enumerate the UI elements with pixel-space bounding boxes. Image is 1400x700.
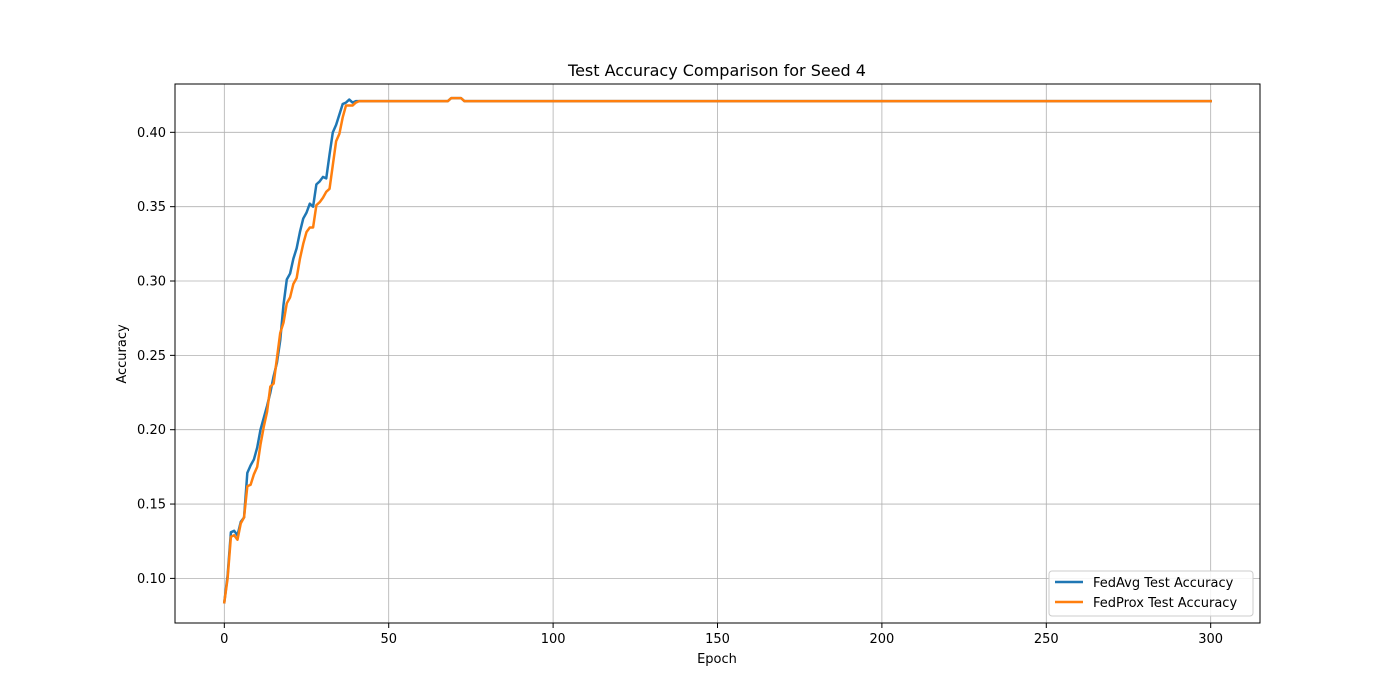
y-tick-label: 0.25 bbox=[137, 349, 166, 364]
series-fedavg-line bbox=[222, 96, 1212, 604]
x-axis: 0 50 100 150 200 250 300 bbox=[220, 623, 1223, 647]
y-axis-label: Accuracy bbox=[115, 324, 130, 384]
x-tick-label: 100 bbox=[541, 632, 566, 647]
y-tick-label: 0.20 bbox=[137, 423, 166, 438]
plot-area bbox=[174, 83, 1261, 624]
x-tick-label: 150 bbox=[705, 632, 730, 647]
x-axis-label: Epoch bbox=[697, 652, 737, 667]
x-tick-label: 50 bbox=[380, 632, 397, 647]
legend-label-fedavg: FedAvg Test Accuracy bbox=[1093, 576, 1234, 591]
x-tick-label: 0 bbox=[220, 632, 228, 647]
y-tick-label: 0.40 bbox=[137, 126, 166, 141]
x-tick-label: 250 bbox=[1034, 632, 1059, 647]
y-tick-label: 0.30 bbox=[137, 275, 166, 290]
y-tick-label: 0.35 bbox=[137, 200, 166, 215]
y-tick-label: 0.10 bbox=[137, 572, 166, 587]
y-axis: 0.10 0.15 0.20 0.25 0.30 0.35 0.40 bbox=[137, 126, 175, 587]
x-tick-label: 300 bbox=[1198, 632, 1223, 647]
series-lines bbox=[222, 96, 1212, 604]
series-fedprox-line bbox=[222, 96, 1212, 604]
y-tick-label: 0.15 bbox=[137, 498, 166, 513]
legend-label-fedprox: FedProx Test Accuracy bbox=[1093, 596, 1237, 611]
legend: FedAvg Test Accuracy FedProx Test Accura… bbox=[1048, 570, 1254, 617]
legend-box bbox=[1048, 570, 1254, 617]
x-tick-label: 200 bbox=[869, 632, 894, 647]
chart-title: Test Accuracy Comparison for Seed 4 bbox=[567, 61, 866, 80]
